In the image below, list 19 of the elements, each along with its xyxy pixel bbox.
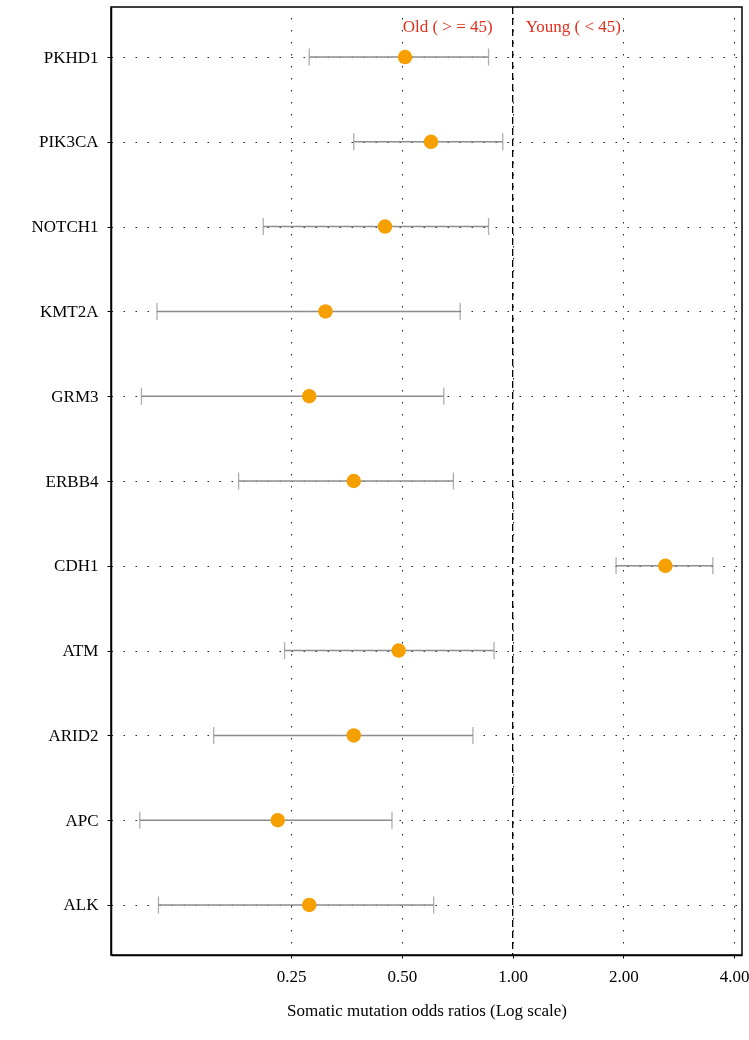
x-axis-title: Somatic mutation odds ratios (Log scale) — [287, 1000, 567, 1020]
y-tick-label: ATM — [62, 641, 99, 661]
x-tick-label: 1.00 — [498, 966, 529, 986]
annotation: Old ( > = 45) — [402, 17, 493, 36]
x-tick-label: 0.50 — [387, 966, 418, 986]
x-tick-label: 0.25 — [276, 966, 307, 986]
y-tick-label: CDH1 — [54, 556, 99, 576]
x-tick-label: 4.00 — [719, 966, 749, 986]
y-tick-label: PIK3CA — [38, 132, 100, 152]
y-tick-label: NOTCH1 — [31, 217, 99, 237]
annotation: Young ( < 45) — [525, 17, 621, 36]
y-tick-label: KMT2A — [39, 301, 100, 321]
y-tick-label: ERBB4 — [45, 471, 99, 491]
x-tick-label: 2.00 — [609, 966, 639, 986]
y-tick-label: GRM3 — [51, 386, 99, 406]
y-tick-label: ALK — [63, 895, 100, 915]
y-tick-label: PKHD1 — [43, 47, 99, 67]
y-tick-label: APC — [65, 810, 99, 830]
y-tick-label: ARID2 — [48, 725, 99, 745]
